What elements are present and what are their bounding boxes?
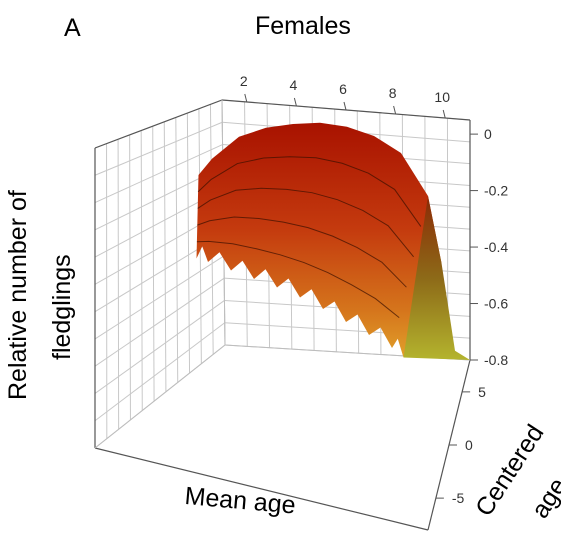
side-wall-gridline (95, 323, 225, 421)
z-tick-label: -0.2 (484, 183, 508, 199)
surface-layer (197, 123, 471, 360)
side-wall-gridline (141, 131, 142, 411)
x-tick-mark (294, 98, 296, 106)
x-tick-label: 6 (339, 81, 347, 97)
x-tick-label: 4 (290, 77, 298, 93)
side-wall-gridline (95, 300, 224, 393)
z-tick-label: 0 (484, 126, 492, 142)
box-edge (95, 345, 225, 448)
x-tick-mark (394, 106, 396, 114)
side-wall-gridline (164, 122, 166, 392)
side-wall-gridline (130, 135, 131, 420)
side-wall-gridline (95, 278, 224, 366)
side-wall-gridline (118, 139, 119, 429)
side-wall-gridline (153, 126, 154, 401)
z-tick-label: -0.4 (484, 239, 508, 255)
x-tick-mark (443, 110, 445, 118)
chart-title: Females (255, 12, 351, 41)
side-wall-gridline (95, 256, 224, 339)
side-wall-gridline (176, 117, 178, 382)
x-tick-label: 8 (389, 85, 397, 101)
y-tick-label: 0 (465, 437, 473, 453)
x-tick-label: 2 (240, 73, 248, 89)
x-tick-mark (245, 94, 247, 102)
side-wall-gridline (95, 122, 222, 175)
z-tick-label: -0.8 (484, 352, 508, 368)
y-tick-label: 5 (478, 384, 486, 400)
side-wall-gridline (187, 113, 189, 373)
x-tick-label: 10 (434, 89, 450, 105)
box-edge (95, 100, 222, 148)
panel-letter: A (64, 14, 81, 43)
x-tick-mark (344, 102, 346, 110)
y-tick-label: -5 (452, 490, 465, 506)
z-axis-label-line2: fledglings (48, 254, 77, 360)
z-tick-label: -0.6 (484, 296, 508, 312)
z-axis-label-line1: Relative number of (4, 190, 33, 400)
